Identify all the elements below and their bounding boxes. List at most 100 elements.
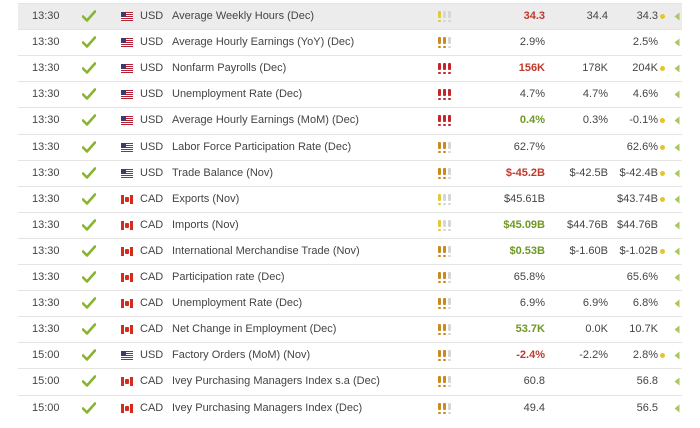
event-row[interactable]: 13:30 USD Average Hourly Earnings (YoY) (D…	[18, 29, 682, 56]
importance-bar	[438, 376, 441, 388]
exclamation-importance-icon	[438, 187, 454, 212]
revision-dot-icon	[660, 135, 666, 160]
expand-arrow-icon[interactable]	[674, 239, 682, 264]
expand-arrow-icon[interactable]	[674, 108, 682, 133]
event-previous: $43.74B	[617, 192, 658, 205]
expand-arrow-icon[interactable]	[674, 187, 682, 212]
event-name[interactable]: Net Change in Employment (Dec)	[172, 323, 337, 336]
expand-arrow-icon[interactable]	[674, 4, 682, 29]
canada-flag-icon	[121, 369, 133, 394]
event-name[interactable]: Participation rate (Dec)	[172, 271, 285, 283]
event-row[interactable]: 15:00 USD Factory Orders (MoM) (Nov) -2.4% -…	[18, 342, 682, 369]
exclamation-importance-icon	[438, 30, 454, 55]
event-previous: 2.8%	[632, 349, 658, 362]
expand-arrow-icon[interactable]	[674, 317, 682, 342]
importance-bar	[448, 193, 451, 205]
exclamation-importance-icon	[438, 317, 454, 342]
expand-arrow-icon[interactable]	[674, 56, 682, 81]
event-row[interactable]: 13:30 USD Trade Balance (Nov) $-45.2B $-42.5…	[18, 159, 682, 186]
event-name[interactable]: Unemployment Rate (Dec)	[172, 297, 303, 310]
exclamation-importance-icon	[438, 161, 454, 186]
event-name[interactable]: Nonfarm Payrolls (Dec)	[172, 62, 287, 75]
event-row[interactable]: 13:30 USD Average Weekly Hours (Dec) 34.3 34…	[18, 3, 682, 29]
event-name[interactable]: International Merchandise Trade (Nov)	[172, 244, 360, 257]
event-time: 13:30	[32, 271, 60, 283]
event-row[interactable]: 13:30 USD Unemployment Rate (Dec) 4.7% 4.7% 4…	[18, 81, 682, 108]
event-time: 13:30	[32, 88, 60, 101]
event-row[interactable]: 15:00 CAD Ivey Purchasing Managers Index s…	[18, 368, 682, 395]
event-currency: USD	[140, 62, 164, 75]
expand-arrow-icon[interactable]	[674, 213, 682, 238]
event-name[interactable]: Labor Force Participation Rate (Dec)	[172, 140, 352, 153]
event-time: 13:30	[32, 62, 60, 75]
event-forecast: 6.9%	[582, 297, 608, 310]
check-icon	[82, 161, 96, 186]
exclamation-importance-icon	[438, 108, 454, 133]
event-time: 13:30	[32, 297, 60, 310]
event-name[interactable]: Imports (Nov)	[172, 218, 239, 231]
importance-bar	[438, 193, 441, 205]
expand-arrow-icon[interactable]	[674, 135, 682, 160]
us-flag-icon	[121, 161, 133, 186]
canada-flag-icon	[121, 239, 133, 264]
event-forecast: $-42.5B	[569, 166, 608, 179]
check-icon	[82, 135, 96, 160]
event-row[interactable]: 13:30 USD Nonfarm Payrolls (Dec) 156K 178K 20…	[18, 55, 682, 82]
importance-bar	[443, 63, 446, 75]
event-name[interactable]: Factory Orders (MoM) (Nov)	[172, 349, 311, 362]
event-actual: -2.4%	[516, 349, 545, 362]
expand-arrow-icon[interactable]	[674, 30, 682, 55]
expand-arrow-icon[interactable]	[674, 161, 682, 186]
event-row[interactable]: 13:30 CAD International Merchandise Trade …	[18, 237, 682, 264]
event-name[interactable]: Average Hourly Earnings (MoM) (Dec)	[172, 114, 359, 127]
event-row[interactable]: 13:30 CAD Participation rate (Dec) 65.8% 65.…	[18, 264, 682, 290]
event-previous: 56.5	[636, 401, 658, 414]
us-flag-icon	[121, 108, 133, 133]
us-flag-icon	[121, 343, 133, 368]
expand-arrow-icon[interactable]	[674, 82, 682, 107]
event-forecast: -2.2%	[579, 349, 608, 362]
importance-bar	[438, 219, 441, 231]
us-flag-icon	[121, 56, 133, 81]
event-row[interactable]: 13:30 CAD Imports (Nov) $45.09B $44.76B $44.7…	[18, 211, 682, 238]
event-row[interactable]: 13:30 USD Average Hourly Earnings (MoM) (D…	[18, 107, 682, 134]
event-name[interactable]: Ivey Purchasing Managers Index s.a (Dec)	[172, 375, 380, 388]
expand-arrow-icon[interactable]	[674, 265, 682, 290]
expand-arrow-icon[interactable]	[674, 369, 682, 394]
event-time: 13:30	[32, 166, 60, 179]
event-name[interactable]: Trade Balance (Nov)	[172, 166, 274, 179]
event-previous: $-1.02B	[619, 244, 658, 257]
event-name[interactable]: Ivey Purchasing Managers Index (Dec)	[172, 401, 363, 414]
event-previous: 65.6%	[626, 271, 658, 283]
expand-arrow-icon[interactable]	[674, 291, 682, 316]
event-row[interactable]: 13:30 CAD Net Change in Employment (Dec) 53…	[18, 316, 682, 343]
event-name[interactable]: Average Weekly Hours (Dec)	[172, 10, 315, 22]
check-icon	[82, 369, 96, 394]
event-forecast: 34.4	[586, 10, 608, 22]
expand-arrow-icon[interactable]	[674, 343, 682, 368]
event-actual: $45.61B	[504, 192, 545, 205]
importance-bar	[448, 37, 451, 49]
event-actual: 49.4	[523, 401, 545, 414]
check-icon	[82, 265, 96, 290]
event-name[interactable]: Average Hourly Earnings (YoY) (Dec)	[172, 36, 355, 49]
exclamation-importance-icon	[438, 135, 454, 160]
exclamation-importance-icon	[438, 82, 454, 107]
event-row[interactable]: 15:00 CAD Ivey Purchasing Managers Index (…	[18, 394, 682, 421]
event-row[interactable]: 13:30 USD Labor Force Participation Rate (…	[18, 133, 682, 160]
importance-bar	[443, 193, 446, 205]
canada-flag-icon	[121, 317, 133, 342]
check-icon	[82, 108, 96, 133]
event-currency: CAD	[140, 271, 164, 283]
revision-dot-icon	[660, 187, 666, 212]
event-currency: CAD	[140, 192, 164, 205]
importance-bar	[448, 376, 451, 388]
event-actual: 34.3	[523, 10, 545, 22]
expand-arrow-icon[interactable]	[674, 396, 682, 421]
exclamation-importance-icon	[438, 265, 454, 290]
event-row[interactable]: 13:30 CAD Unemployment Rate (Dec) 6.9% 6.9% 6…	[18, 290, 682, 317]
event-row[interactable]: 13:30 CAD Exports (Nov) $45.61B $43.74B	[18, 185, 682, 212]
event-name[interactable]: Exports (Nov)	[172, 192, 240, 205]
event-name[interactable]: Unemployment Rate (Dec)	[172, 88, 303, 101]
